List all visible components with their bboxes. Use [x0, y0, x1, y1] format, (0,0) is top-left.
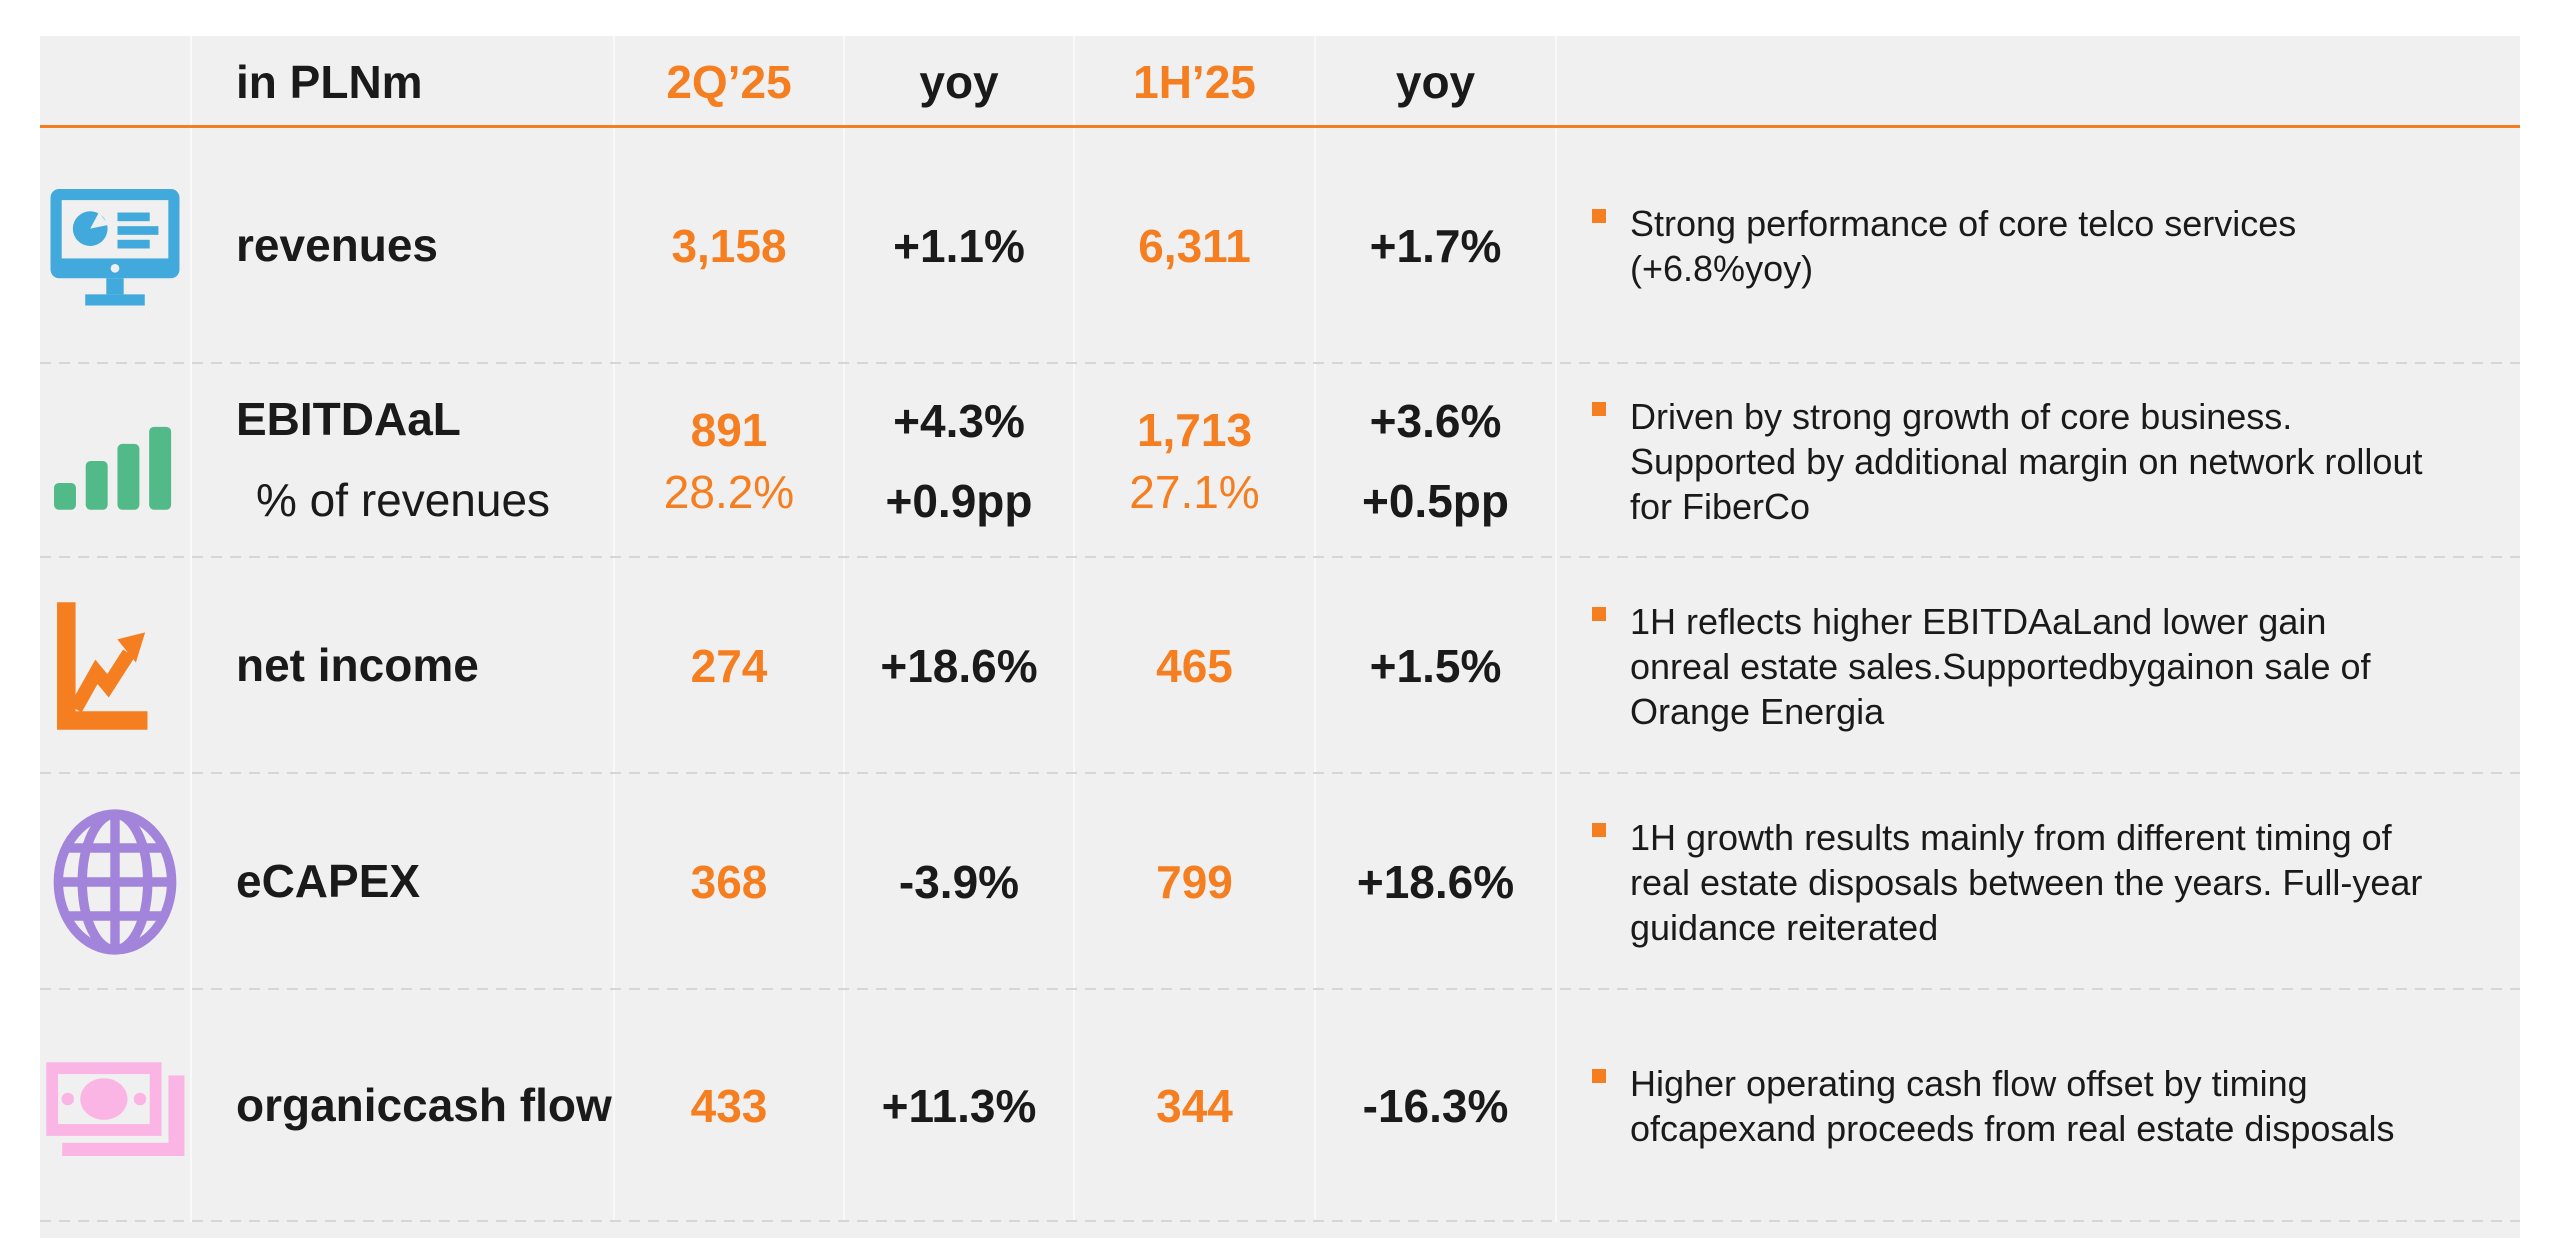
monitor-pie-chart-icon — [40, 184, 190, 308]
header-col-2q25: 2Q’25 — [613, 36, 843, 128]
comment-text: Driven by strong growth of core business… — [1630, 395, 2423, 527]
row-icon-cell — [40, 558, 190, 774]
q-yoy-cell: +11.3% — [843, 990, 1073, 1222]
bullet-icon — [1592, 401, 1606, 416]
comment-text: Strong performance of core telco service… — [1630, 203, 2297, 289]
h-value-cell: 1,713 27.1% — [1073, 364, 1314, 558]
header-col-1h25: 1H’25 — [1073, 36, 1314, 128]
table-row-revenues: revenues 3,158 +1.1% 6,311 +1.7% Strong … — [40, 128, 2520, 364]
header-unit-cell: in PLNm — [190, 36, 613, 128]
header-icon-spacer — [40, 36, 190, 128]
bullet-icon — [1592, 1069, 1606, 1083]
h-value-cell: 465 — [1073, 558, 1314, 774]
h-yoy-cell: +1.5% — [1314, 558, 1555, 774]
h-yoy-cell: +3.6% +0.5pp — [1314, 364, 1555, 558]
q-value-cell: 368 — [613, 774, 843, 990]
row-icon-cell — [40, 990, 190, 1222]
row-sublabel: % of revenues — [256, 473, 551, 526]
row-icon-cell — [40, 128, 190, 364]
row-label: EBITDAaL — [236, 393, 461, 446]
table-row-ebitdaal: EBITDAaL % of revenues 891 28.2% +4.3% +… — [40, 364, 2520, 558]
h-yoy-cell: -16.3% — [1314, 990, 1555, 1222]
q-yoy-cell: +18.6% — [843, 558, 1073, 774]
h-value-cell: 344 — [1073, 990, 1314, 1222]
row-label: revenues — [236, 219, 439, 272]
header-comment-spacer — [1555, 36, 2520, 128]
bullet-icon — [1592, 822, 1606, 837]
h-yoy-cell: +18.6% — [1314, 774, 1555, 990]
comment-cell: Higher operating cash flow offset by tim… — [1555, 990, 2520, 1222]
q-yoy-cell: -3.9% — [843, 774, 1073, 990]
row-label: net income — [236, 639, 479, 692]
header-row: in PLNm 2Q’25 yoy 1H’25 yoy — [40, 36, 2520, 128]
h-yoy-cell: +1.7% — [1314, 128, 1555, 364]
row-icon-cell — [40, 774, 190, 990]
table-row-net-income: net income 274 +18.6% 465 +1.5% 1H refle… — [40, 558, 2520, 774]
q-value-cell: 274 — [613, 558, 843, 774]
q-value-cell: 891 28.2% — [613, 364, 843, 558]
bar-chart-icon — [40, 412, 190, 510]
q-value-cell: 433 — [613, 990, 843, 1222]
comment-text: 1H growth results mainly from different … — [1630, 816, 2423, 948]
results-table: in PLNm 2Q’25 yoy 1H’25 yoy — [40, 36, 2520, 1238]
comment-cell: Driven by strong growth of core business… — [1555, 364, 2520, 558]
comment-cell: 1H growth results mainly from different … — [1555, 774, 2520, 990]
header-col-h-yoy: yoy — [1314, 36, 1555, 128]
comment-text: 1H reflects higher EBITDAaLand lower gai… — [1630, 600, 2371, 732]
comment-text: Higher operating cash flow offset by tim… — [1630, 1063, 2395, 1149]
h-value-cell: 799 — [1073, 774, 1314, 990]
q-yoy-cell: +4.3% +0.9pp — [843, 364, 1073, 558]
unit-label: in PLNm — [236, 56, 423, 108]
row-label: eCAPEX — [236, 855, 421, 908]
bullet-icon — [1592, 209, 1606, 223]
q-value-cell: 3,158 — [613, 128, 843, 364]
h-value-cell: 6,311 — [1073, 128, 1314, 364]
comment-cell: Strong performance of core telco service… — [1555, 128, 2520, 364]
row-icon-cell — [40, 364, 190, 558]
globe-icon — [40, 809, 190, 955]
line-chart-icon — [40, 602, 190, 730]
header-col-q-yoy: yoy — [843, 36, 1073, 128]
table-row-organic-cash-flow: organiccash flow 433 +11.3% 344 -16.3% H… — [40, 990, 2520, 1222]
table-row-ecapex: eCAPEX 368 -3.9% 799 +18.6% 1H growth re… — [40, 774, 2520, 990]
comment-cell: 1H reflects higher EBITDAaLand lower gai… — [1555, 558, 2520, 774]
banknote-icon — [40, 1044, 190, 1168]
row-label: organiccash flow — [236, 1079, 612, 1132]
bullet-icon — [1592, 606, 1606, 621]
q-yoy-cell: +1.1% — [843, 128, 1073, 364]
